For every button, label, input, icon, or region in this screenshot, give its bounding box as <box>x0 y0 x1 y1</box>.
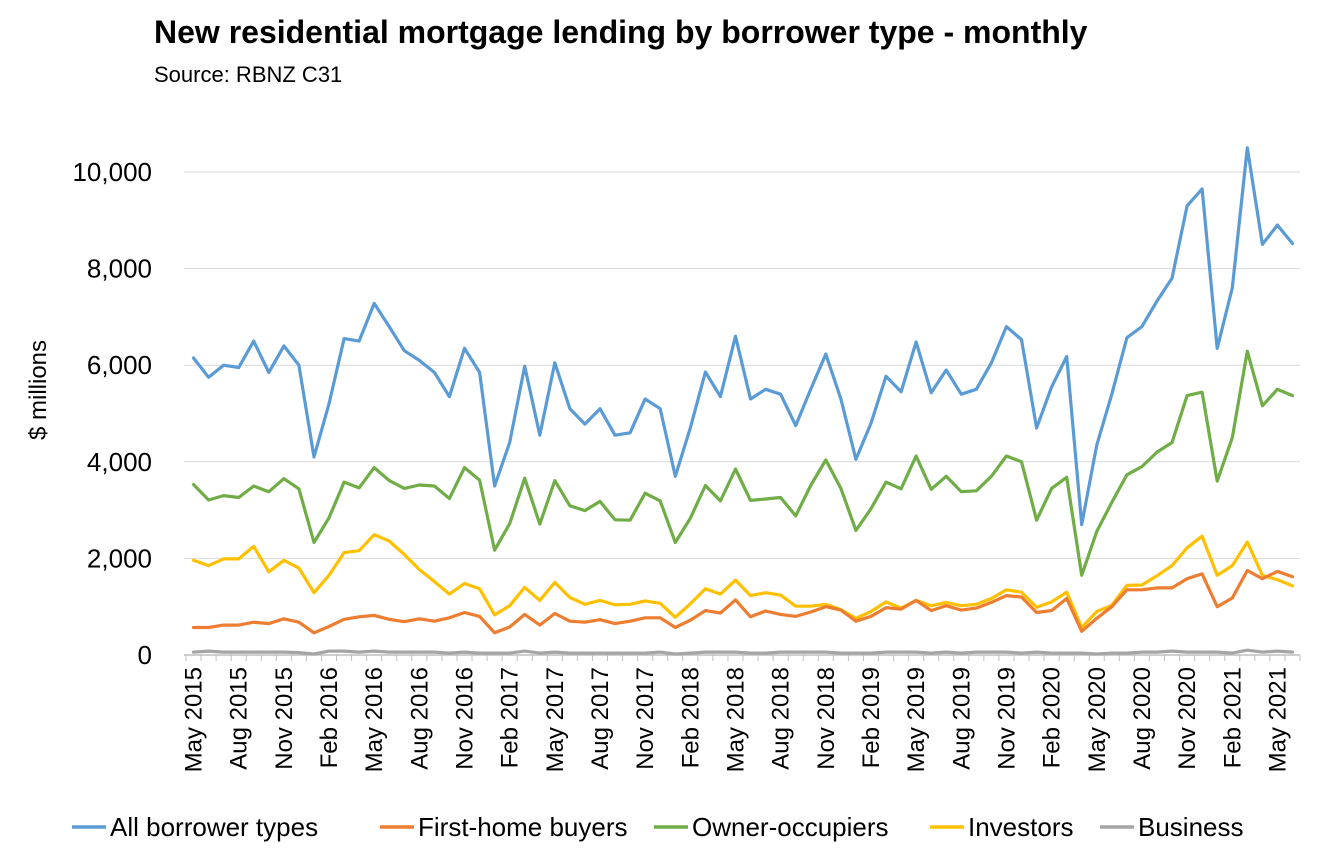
x-tick-label: Nov 2015 <box>271 667 298 770</box>
x-tick-label: May 2017 <box>542 667 569 772</box>
legend-label-first-home-buyers: First-home buyers <box>418 812 628 842</box>
x-tick-label: Feb 2018 <box>677 667 704 768</box>
y-tick-label: 4,000 <box>87 447 152 477</box>
x-tick-label: Nov 2019 <box>993 667 1020 770</box>
x-tick-label: Feb 2016 <box>316 667 343 768</box>
x-tick-label: May 2018 <box>722 667 749 772</box>
x-tick-label: Aug 2016 <box>406 667 433 770</box>
x-axis: May 2015 Aug 2015 Nov 2015 Feb 2016 May 2016… <box>181 654 1301 772</box>
y-axis-ticks: 0 2,000 4,000 6,000 8,000 10,000 <box>72 157 152 670</box>
chart-subtitle: Source: RBNZ C31 <box>154 62 343 87</box>
y-tick-label: 2,000 <box>87 543 152 573</box>
x-tick-label: Nov 2016 <box>452 667 479 770</box>
legend-label-business: Business <box>1138 812 1244 842</box>
x-tick-label: Aug 2017 <box>587 667 614 770</box>
x-tick-label: Aug 2020 <box>1129 667 1156 770</box>
series-lines <box>191 146 1295 656</box>
legend: All borrower types First-home buyers Owner… <box>72 812 1244 842</box>
y-tick-label: 0 <box>138 640 152 670</box>
series-line-investors <box>191 533 1295 630</box>
x-tick-label: Feb 2017 <box>497 667 524 768</box>
x-tick-label: May 2021 <box>1264 667 1291 772</box>
x-tick-label: Feb 2021 <box>1219 667 1246 768</box>
legend-label-owner-occupiers: Owner-occupiers <box>692 812 889 842</box>
x-tick-label: Nov 2020 <box>1174 667 1201 770</box>
x-tick-label: May 2016 <box>361 667 388 772</box>
x-tick-label: Nov 2017 <box>632 667 659 770</box>
x-tick-label: Aug 2019 <box>948 667 975 770</box>
x-tick-label: May 2020 <box>1084 667 1111 772</box>
x-tick-label: May 2019 <box>903 667 930 772</box>
chart-title: New residential mortgage lending by borr… <box>154 14 1088 50</box>
x-tick-label: Feb 2019 <box>858 667 885 768</box>
y-tick-label: 6,000 <box>87 350 152 380</box>
series-line-first-home-buyers <box>191 568 1295 635</box>
x-tick-label: Nov 2018 <box>813 667 840 770</box>
y-tick-label: 8,000 <box>87 254 152 284</box>
series-line-all-borrower-types <box>191 146 1295 527</box>
y-tick-label: 10,000 <box>72 157 152 187</box>
series-line-business <box>191 648 1295 656</box>
x-tick-label: May 2015 <box>181 667 208 772</box>
series-line-owner-occupiers <box>191 349 1295 577</box>
y-axis-label: $ millions <box>25 340 52 440</box>
legend-label-all-borrower-types: All borrower types <box>110 812 318 842</box>
x-tick-label: Aug 2015 <box>226 667 253 770</box>
legend-label-investors: Investors <box>968 812 1074 842</box>
x-tick-label: Aug 2018 <box>768 667 795 770</box>
x-tick-label: Feb 2020 <box>1039 667 1066 768</box>
